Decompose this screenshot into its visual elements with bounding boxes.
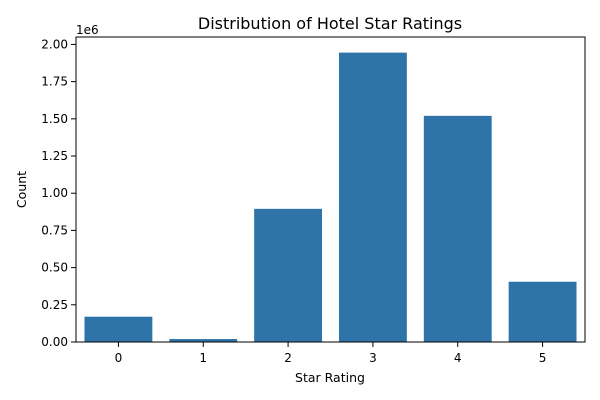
- bar-1: [169, 339, 238, 342]
- x-tick-label-3: 3: [369, 351, 377, 365]
- x-tick-label-4: 4: [454, 351, 462, 365]
- x-axis-label: Star Rating: [295, 370, 365, 385]
- y-tick-label-8: 2.00: [41, 37, 68, 51]
- x-axis-ticks: 0 1 2 3 4 5: [115, 342, 547, 365]
- chart-title: Distribution of Hotel Star Ratings: [198, 14, 462, 33]
- y-tick-label-6: 1.50: [41, 112, 68, 126]
- x-tick-label-0: 0: [115, 351, 123, 365]
- y-tick-label-0: 0.00: [41, 335, 68, 349]
- bar-2: [254, 208, 323, 342]
- bar-5: [508, 281, 577, 342]
- y-tick-label-4: 1.00: [41, 186, 68, 200]
- plot-frame: [75, 36, 586, 343]
- bar-0: [84, 316, 153, 342]
- x-tick-label-2: 2: [284, 351, 292, 365]
- y-tick-label-7: 1.75: [41, 75, 68, 89]
- bar-3: [338, 52, 407, 343]
- x-tick-label-5: 5: [539, 351, 547, 365]
- bar-4: [423, 115, 492, 342]
- x-tick-label-1: 1: [199, 351, 207, 365]
- y-axis-offset-label: 1e6: [76, 23, 99, 37]
- y-tick-label-3: 0.75: [41, 223, 68, 237]
- y-tick-label-5: 1.25: [41, 149, 68, 163]
- y-axis-ticks: 0.00 0.25 0.50 0.75 1.00 1.25 1.50 1.75 2.00: [41, 37, 76, 349]
- bar-group: [84, 52, 577, 343]
- y-tick-label-2: 0.50: [41, 261, 68, 275]
- y-tick-label-1: 0.25: [41, 298, 68, 312]
- y-axis-label: Count: [14, 171, 29, 208]
